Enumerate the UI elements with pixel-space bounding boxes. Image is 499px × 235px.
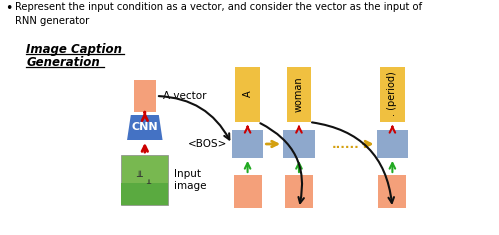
FancyBboxPatch shape bbox=[285, 175, 313, 208]
Text: Image Caption: Image Caption bbox=[26, 43, 122, 56]
Text: . (period): . (period) bbox=[387, 72, 397, 116]
FancyBboxPatch shape bbox=[121, 155, 168, 205]
Polygon shape bbox=[127, 115, 163, 140]
FancyBboxPatch shape bbox=[283, 130, 315, 158]
FancyBboxPatch shape bbox=[121, 183, 168, 205]
Text: •: • bbox=[5, 2, 13, 15]
Text: ......: ...... bbox=[332, 137, 360, 150]
FancyBboxPatch shape bbox=[378, 175, 406, 208]
Text: A vector: A vector bbox=[164, 91, 207, 101]
FancyBboxPatch shape bbox=[232, 130, 263, 158]
FancyBboxPatch shape bbox=[287, 67, 311, 122]
FancyBboxPatch shape bbox=[134, 80, 156, 112]
Text: CNN: CNN bbox=[132, 122, 158, 132]
Text: Input
image: Input image bbox=[174, 169, 206, 191]
Text: A: A bbox=[243, 91, 252, 97]
FancyBboxPatch shape bbox=[234, 175, 261, 208]
Text: ╨: ╨ bbox=[146, 181, 151, 188]
FancyBboxPatch shape bbox=[236, 67, 259, 122]
Text: woman: woman bbox=[294, 76, 304, 112]
Text: ╨: ╨ bbox=[136, 172, 142, 183]
Text: Represent the input condition as a vector, and consider the vector as the input : Represent the input condition as a vecto… bbox=[15, 2, 422, 26]
FancyBboxPatch shape bbox=[380, 67, 405, 122]
Text: Generation: Generation bbox=[26, 56, 100, 69]
FancyBboxPatch shape bbox=[377, 130, 408, 158]
Text: <BOS>: <BOS> bbox=[188, 139, 227, 149]
